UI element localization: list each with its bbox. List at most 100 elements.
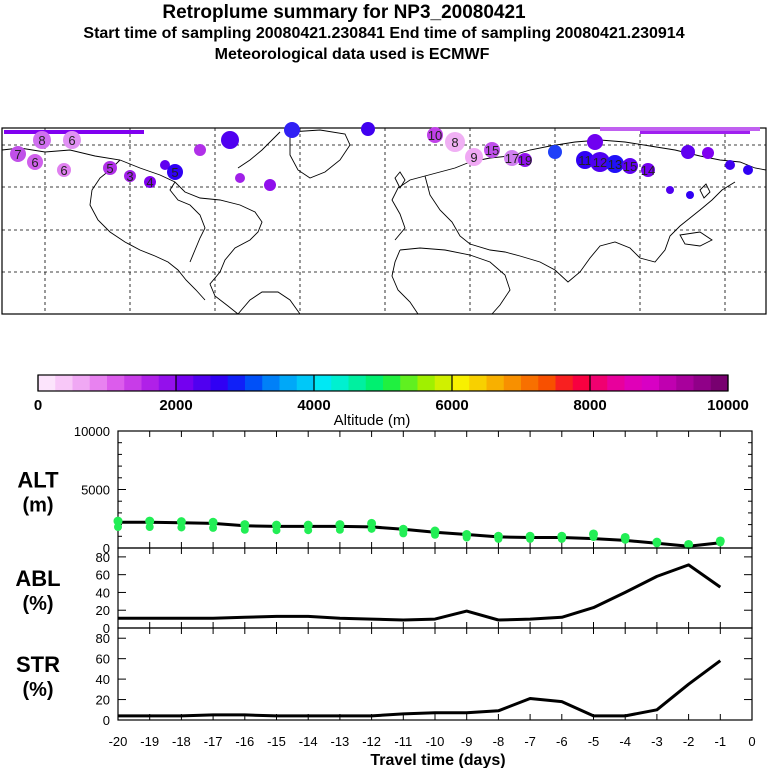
x-tick-label: -19 — [140, 734, 159, 749]
plume-marker-label: 17 — [505, 151, 519, 166]
plume-marker — [144, 176, 156, 188]
y-tick-label: 80 — [96, 550, 110, 565]
colorbar-swatches — [38, 375, 729, 391]
plume-marker — [427, 127, 443, 143]
colorbar-tick-label: 6000 — [435, 397, 468, 414]
colorbar-swatch — [245, 375, 263, 391]
time-series-panels: 0500010000ALT(m)020406080ABL(%)020406080… — [15, 424, 753, 728]
series-line-abl — [118, 563, 722, 622]
x-tick-label: -2 — [683, 734, 695, 749]
y-axis-label: STR — [16, 652, 60, 677]
plume-marker-label: 11 — [578, 153, 592, 168]
plume-marker-label: 5 — [171, 165, 178, 180]
x-tick-label: -13 — [331, 734, 350, 749]
y-axis-label: ABL — [15, 566, 60, 591]
colorbar-swatch — [710, 375, 729, 391]
x-tick-label: -5 — [588, 734, 600, 749]
plume-streak — [600, 127, 760, 131]
altitude-sample-point — [209, 523, 218, 532]
y-tick-label: 0 — [103, 541, 110, 556]
x-tick-label: -8 — [493, 734, 505, 749]
colorbar-swatch — [314, 375, 332, 391]
colorbar-swatch — [55, 375, 73, 391]
series-line-str — [118, 659, 722, 718]
colorbar-swatch — [693, 375, 712, 391]
colorbar-tick-label: 8000 — [573, 397, 606, 414]
colorbar-swatch — [452, 375, 470, 391]
altitude-sample-point — [367, 524, 376, 533]
x-tick-label: -16 — [235, 734, 254, 749]
x-tick-label: -10 — [426, 734, 445, 749]
plume-marker — [124, 170, 136, 182]
colorbar-swatch — [124, 375, 142, 391]
colorbar-tick-label: 2000 — [159, 397, 192, 414]
panel-frame — [117, 627, 753, 721]
x-tick-label: -4 — [619, 734, 631, 749]
y-tick-label: 0 — [103, 621, 110, 636]
plume-marker — [484, 142, 500, 158]
plume-marker — [743, 165, 753, 175]
altitude-sample-point — [113, 516, 123, 526]
altitude-sample-point — [494, 534, 503, 543]
x-axis-label: Travel time (days) — [370, 752, 505, 768]
y-tick-label: 60 — [96, 568, 110, 583]
plume-marker — [641, 163, 655, 177]
altitude-sample-point — [526, 534, 535, 543]
altitude-sample-point — [145, 516, 155, 526]
colorbar-swatch — [365, 375, 384, 391]
x-tick-label: -3 — [651, 734, 663, 749]
altitude-sample-point — [462, 533, 471, 542]
colorbar-swatch — [262, 375, 280, 391]
colorbar-swatch — [572, 375, 591, 391]
y-tick-label: 5000 — [81, 483, 110, 498]
colorbar-swatch — [176, 375, 194, 391]
y-axis-label: (%) — [22, 679, 53, 701]
plume-marker-label: 15 — [623, 159, 637, 174]
colorbar-swatch — [521, 375, 539, 391]
y-tick-label: 80 — [96, 631, 110, 646]
plume-marker-label: 9 — [470, 150, 477, 165]
panel-str: 0 20 40 60 80 STR(%) — [16, 627, 753, 728]
altitude-sample-point — [431, 530, 439, 539]
altitude-sample-point — [208, 517, 218, 527]
x-tick-label: -15 — [267, 734, 286, 749]
colorbar-swatch — [158, 375, 177, 391]
altitude-sample-point — [335, 525, 344, 534]
plume-marker — [27, 154, 43, 170]
plume-marker — [361, 122, 375, 136]
altitude-sample-point — [652, 539, 661, 548]
y-tick-label: 40 — [96, 672, 110, 687]
colorbar-swatch — [227, 375, 246, 391]
plume-marker — [10, 146, 26, 162]
colorbar-swatch — [486, 375, 505, 391]
altitude-sample-point — [399, 529, 408, 538]
x-tick-label: -11 — [394, 734, 412, 749]
colorbar-swatch — [72, 375, 91, 391]
plume-marker — [576, 151, 594, 169]
altitude-sample-point — [145, 523, 154, 532]
colorbar-swatch — [89, 375, 108, 391]
x-tick-label: -9 — [461, 734, 473, 749]
panel-abl: 0 20 40 60 80 ABL(%) — [15, 547, 753, 636]
y-tick-label: 10000 — [74, 424, 110, 439]
colorbar-swatch — [607, 375, 625, 391]
x-tick-label: -12 — [362, 734, 381, 749]
plume-marker-label: 8 — [451, 135, 458, 150]
colorbar-swatch — [107, 375, 125, 391]
plume-marker-label: 12 — [593, 155, 607, 170]
plume-marker-label: 7 — [14, 147, 21, 162]
x-tick-label: -7 — [524, 734, 536, 749]
plume-marker — [57, 163, 71, 177]
plume-marker — [725, 160, 735, 170]
plume-marker-label: 6 — [60, 163, 67, 178]
colorbar-swatch — [331, 375, 349, 391]
y-tick-label: 60 — [96, 652, 110, 667]
altitude-sample-point — [240, 525, 249, 534]
colorbar-swatch — [641, 375, 660, 391]
colorbar-swatch — [400, 375, 418, 391]
altitude-sample-point — [716, 538, 725, 547]
altitude-colorbar: 0 2000 4000 6000 8000 10000 Altitude (m) — [34, 374, 749, 429]
plume-marker — [681, 145, 695, 159]
y-axis-label: ALT — [17, 468, 59, 493]
